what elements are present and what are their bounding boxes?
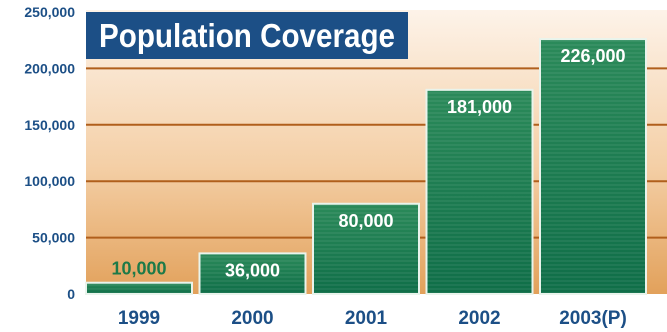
y-tick-label: 200,000 <box>24 60 75 76</box>
chart-title-box: Population Coverage <box>86 12 408 59</box>
bars <box>85 38 647 296</box>
x-tick-label: 1999 <box>118 308 160 329</box>
bar-texture <box>314 204 418 293</box>
value-label: 80,000 <box>338 211 393 231</box>
y-tick-label: 0 <box>67 286 75 302</box>
bar-texture <box>87 283 191 293</box>
x-axis-category-labels: 1999 2000 2001 2002 2003(P) <box>118 308 627 329</box>
bar-texture <box>200 254 305 293</box>
x-tick-label: 2003(P) <box>559 308 627 329</box>
value-label: 226,000 <box>560 46 625 66</box>
y-tick-label: 100,000 <box>24 173 75 189</box>
y-tick-label: 150,000 <box>24 117 75 133</box>
bar-texture <box>427 90 532 293</box>
x-tick-label: 2002 <box>458 308 500 329</box>
value-label: 36,000 <box>225 260 280 280</box>
y-tick-label: 50,000 <box>32 230 75 246</box>
x-tick-label: 2001 <box>345 308 388 329</box>
bar-texture <box>541 40 645 294</box>
chart-title: Population Coverage <box>99 17 395 54</box>
y-tick-label: 250,000 <box>24 4 75 20</box>
x-tick-label: 2000 <box>231 308 273 329</box>
y-axis-tick-labels: 0 50,000 100,000 150,000 200,000 250,000 <box>24 4 75 302</box>
value-labels: 10,000 36,000 80,000 181,000 226,000 <box>111 46 625 280</box>
value-label: 181,000 <box>447 97 512 117</box>
value-label: 10,000 <box>111 259 166 279</box>
